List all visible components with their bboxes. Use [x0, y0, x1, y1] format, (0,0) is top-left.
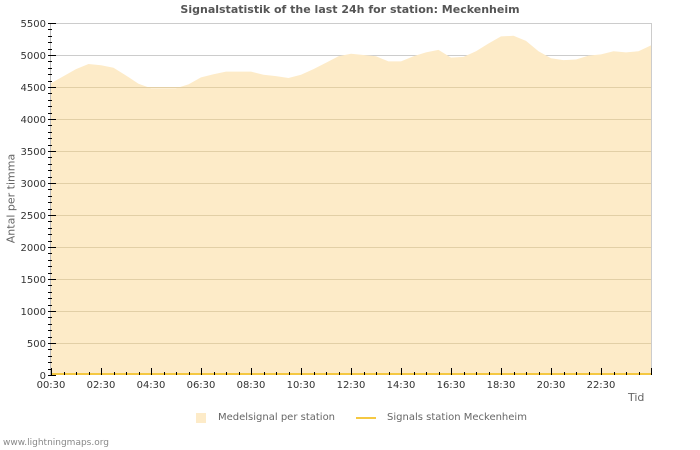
- svg-text:3500: 3500: [21, 147, 46, 158]
- svg-text:0: 0: [40, 371, 46, 382]
- svg-text:3000: 3000: [21, 179, 46, 190]
- x-axis-label: Tid: [628, 391, 645, 404]
- svg-text:00:30: 00:30: [37, 380, 66, 391]
- x-axis-ticks: 00:30 02:30 04:30 06:30 08:30 10:30 12:30 14:30…: [37, 368, 652, 391]
- svg-text:20:30: 20:30: [537, 380, 566, 391]
- svg-text:2500: 2500: [21, 211, 46, 222]
- svg-text:2000: 2000: [21, 243, 46, 254]
- grid-lines-over-area: [51, 87, 651, 344]
- svg-text:08:30: 08:30: [237, 380, 266, 391]
- svg-text:4500: 4500: [21, 83, 46, 94]
- svg-text:1000: 1000: [21, 307, 46, 318]
- legend-area-swatch-icon: [196, 412, 206, 423]
- svg-text:4000: 4000: [21, 115, 46, 126]
- svg-text:12:30: 12:30: [337, 380, 366, 391]
- average-signal-area: [51, 35, 651, 376]
- svg-text:18:30: 18:30: [487, 380, 516, 391]
- legend-item-average[interactable]: Medelsignal per station: [218, 412, 336, 423]
- legend: Medelsignal per station Signals station …: [196, 412, 527, 423]
- legend-item-station[interactable]: Signals station Meckenheim: [387, 412, 527, 423]
- legend-line-swatch-icon: [356, 416, 377, 419]
- y-axis-ticks: 0 500 1000 1500 2000 2500 3000 3500 4000 4500 5000…: [21, 19, 56, 382]
- svg-text:10:30: 10:30: [287, 380, 316, 391]
- svg-text:1500: 1500: [21, 275, 46, 286]
- chart-title: Signalstatistik of the last 24h for stat…: [180, 3, 520, 16]
- svg-text:14:30: 14:30: [387, 380, 416, 391]
- svg-text:06:30: 06:30: [187, 380, 216, 391]
- svg-text:16:30: 16:30: [437, 380, 466, 391]
- svg-text:04:30: 04:30: [137, 380, 166, 391]
- svg-text:5500: 5500: [21, 19, 46, 30]
- svg-text:22:30: 22:30: [587, 380, 616, 391]
- svg-text:5000: 5000: [21, 51, 46, 62]
- svg-text:02:30: 02:30: [87, 380, 116, 391]
- site-credit: www.lightningmaps.org: [3, 438, 109, 448]
- y-axis-label: Antal per timma: [4, 153, 18, 244]
- svg-text:500: 500: [27, 339, 46, 350]
